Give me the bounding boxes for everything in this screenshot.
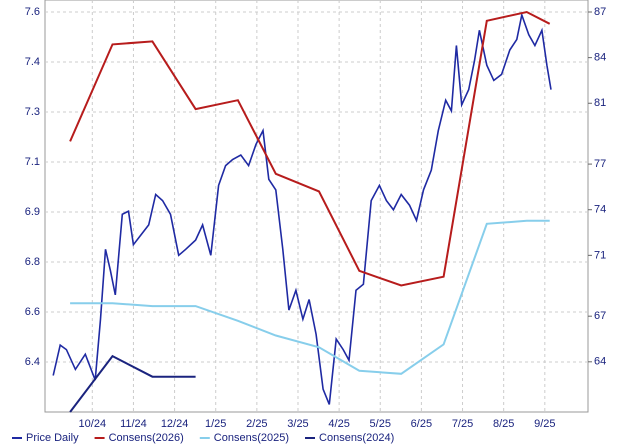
x-tick-label: 5/25: [370, 418, 391, 430]
y2-tick-label: 64: [594, 356, 606, 368]
x-tick-label: 12/24: [161, 418, 189, 430]
x-tick-label: 11/24: [120, 418, 147, 430]
y2-tick-label: 77: [594, 158, 606, 170]
x-tick-label: 6/25: [411, 418, 432, 430]
y2-tick-label: 74: [594, 204, 606, 216]
x-tick-label: 10/24: [79, 418, 107, 430]
legend-label: Consens(2025): [214, 432, 289, 444]
x-tick-label: 2/25: [246, 418, 267, 430]
y-tick-label: 6.8: [25, 256, 40, 268]
y-tick-label: 7.4: [25, 56, 40, 68]
x-tick-label: 4/25: [328, 418, 349, 430]
y2-tick-label: 84: [594, 52, 606, 64]
y-tick-label: 7.6: [25, 6, 40, 18]
legend-label: Consens(2024): [319, 432, 394, 444]
y2-tick-label: 71: [594, 249, 606, 261]
legend-label: Consens(2026): [109, 432, 184, 444]
y-tick-label: 6.4: [25, 356, 40, 368]
x-tick-label: 7/25: [452, 418, 473, 430]
x-tick-label: 1/25: [205, 418, 226, 430]
y-tick-label: 6.6: [25, 306, 40, 318]
y2-tick-label: 81: [594, 97, 606, 109]
y-tick-label: 6.9: [25, 206, 40, 218]
series-line: [70, 219, 550, 375]
series-line: [69, 354, 196, 413]
x-tick-label: 3/25: [287, 418, 308, 430]
y2-tick-label: 87: [594, 6, 606, 18]
series-line: [52, 12, 552, 405]
series-line: [69, 10, 551, 287]
legend-label: Price Daily: [26, 432, 79, 444]
x-tick-label: 9/25: [534, 418, 555, 430]
x-tick-label: 8/25: [493, 418, 514, 430]
y2-tick-label: 67: [594, 310, 606, 322]
y-tick-label: 7.1: [25, 156, 40, 168]
y-tick-label: 7.3: [25, 106, 40, 118]
